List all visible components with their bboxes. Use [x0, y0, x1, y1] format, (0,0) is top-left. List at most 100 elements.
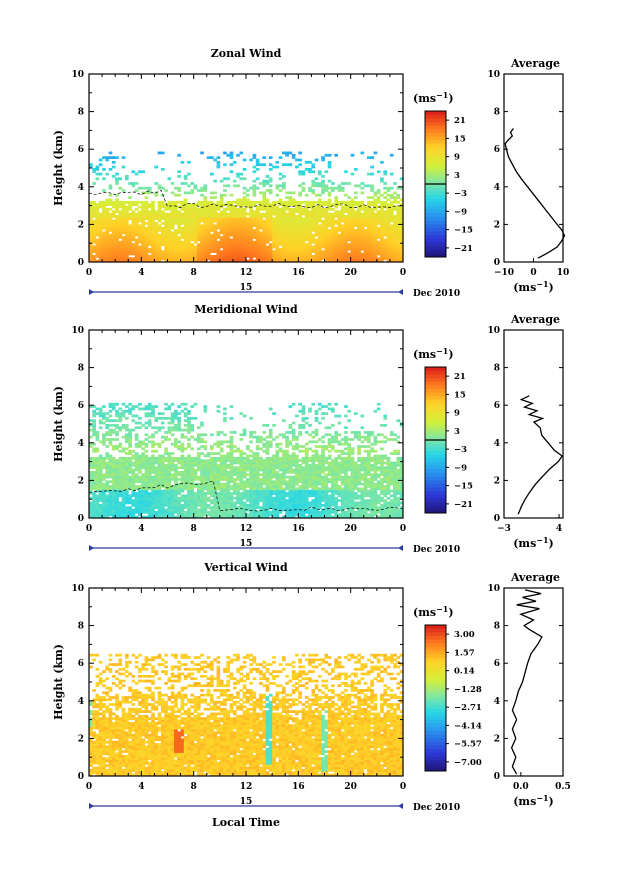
heatmap-cell [301, 515, 306, 519]
heatmap-cell [200, 506, 204, 509]
heatmap-cell [105, 482, 110, 486]
heatmap-cell [167, 233, 172, 237]
heatmap-cell [229, 243, 234, 246]
heatmap-cell [268, 243, 273, 246]
heatmap-cell [131, 210, 136, 214]
heatmap-cell [324, 240, 329, 244]
heatmap-cell [154, 252, 159, 256]
heatmap-cell [275, 193, 280, 197]
heatmap-cell [252, 215, 257, 218]
heatmap-cell [121, 492, 126, 495]
heatmap-cell [232, 184, 237, 188]
heatmap-cell [232, 250, 237, 253]
heatmap-cell [357, 229, 361, 232]
heatmap-cell [131, 482, 136, 486]
heatmap-cell [157, 224, 162, 228]
heatmap-cell [183, 215, 188, 218]
heatmap-cell [141, 485, 145, 488]
heatmap-cell [174, 217, 178, 221]
heatmap-cell [174, 494, 178, 498]
heatmap-cell [399, 217, 404, 221]
heatmap-cell [281, 515, 286, 519]
heatmap-cell [239, 215, 244, 218]
heatmap-cell [157, 515, 162, 519]
heatmap-cell [223, 416, 227, 420]
heatmap-cell [226, 229, 231, 232]
heatmap-cell [105, 426, 110, 430]
heatmap-cell [180, 433, 185, 437]
heatmap-cell [226, 485, 231, 488]
heatmap-cell [177, 421, 181, 425]
heatmap-cell [334, 229, 338, 232]
heatmap-cell [170, 215, 175, 218]
heatmap-cell [393, 247, 397, 251]
heatmap-cell [105, 212, 110, 216]
heatmap-cell [281, 229, 286, 232]
heatmap-cell [229, 480, 234, 484]
heatmap-cell [151, 215, 155, 218]
heatmap-cell [164, 231, 168, 235]
heatmap-cell [327, 250, 332, 253]
heatmap-cell [363, 207, 368, 211]
heatmap-cell [308, 240, 312, 244]
heatmap-cell [105, 468, 110, 472]
heatmap-cell [213, 471, 217, 474]
heatmap-cell [147, 191, 152, 195]
heatmap-cell [275, 257, 280, 261]
heatmap-cell [98, 499, 103, 502]
y-tick-label: 4 [78, 183, 84, 193]
heatmap-cell [229, 461, 234, 465]
heatmap-cell [170, 499, 175, 502]
heatmap-cell [311, 210, 316, 214]
heatmap-cell [164, 226, 168, 230]
heatmap-cell [190, 245, 195, 249]
heatmap-cell [121, 245, 126, 249]
heatmap-cell [370, 240, 374, 244]
heatmap-cell [311, 236, 316, 239]
heatmap-cell [180, 510, 185, 514]
heatmap-cell [265, 496, 270, 500]
heatmap-cell [298, 468, 302, 472]
heatmap-cell [154, 257, 159, 261]
heatmap-cell [229, 245, 234, 249]
heatmap-cell [262, 494, 267, 498]
heatmap-cell [226, 207, 231, 211]
heatmap-cell [190, 501, 195, 505]
heatmap-cell [357, 205, 361, 209]
heatmap-cell [252, 468, 257, 472]
heatmap-cell [223, 257, 227, 261]
heatmap-cell [108, 496, 113, 500]
heatmap-cell [151, 480, 155, 484]
heatmap-cell [167, 438, 172, 441]
heatmap-cell [141, 407, 145, 411]
heatmap-cell [262, 445, 267, 448]
heatmap-cell [98, 440, 103, 444]
heatmap-cell [347, 254, 352, 258]
colorbar-swatch [425, 249, 446, 254]
heatmap-cell [324, 252, 329, 256]
heatmap-cell [111, 506, 116, 509]
heatmap-cell [160, 513, 165, 517]
heatmap-cell [331, 259, 335, 263]
heatmap-cell [190, 233, 195, 237]
heatmap-cell [226, 475, 231, 479]
heatmap-cell [255, 480, 260, 484]
heatmap-cell [167, 407, 172, 411]
heatmap-cell [115, 402, 119, 406]
heatmap-cell [259, 222, 263, 225]
heatmap-cell [111, 461, 116, 465]
heatmap-cell [118, 407, 123, 411]
heatmap-cell [89, 405, 93, 408]
heatmap-cell [373, 243, 378, 246]
heatmap-cell [144, 252, 149, 256]
heatmap-cell [121, 471, 126, 474]
heatmap-cell [128, 468, 132, 472]
heatmap-cell [278, 449, 283, 453]
colorbar-swatch [425, 173, 446, 178]
heatmap-cell [144, 238, 149, 242]
heatmap-cell [376, 231, 381, 235]
heatmap-cell [252, 431, 257, 434]
heatmap-cell [92, 499, 96, 502]
heatmap-cell [134, 480, 139, 484]
heatmap-cell [170, 428, 175, 432]
